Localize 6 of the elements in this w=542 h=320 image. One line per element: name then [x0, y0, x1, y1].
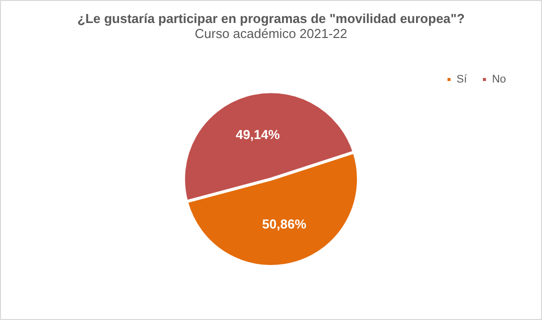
data-label: 49,14% [236, 126, 280, 142]
chart-subtitle: Curso académico 2021-22 [194, 26, 348, 41]
legend-label: Sí [456, 74, 468, 86]
chart-title: ¿Le gustaría participar en programas de "movilidad europea"? [77, 11, 465, 26]
legend-label: No [492, 74, 506, 86]
data-label: 50,86% [262, 216, 307, 232]
